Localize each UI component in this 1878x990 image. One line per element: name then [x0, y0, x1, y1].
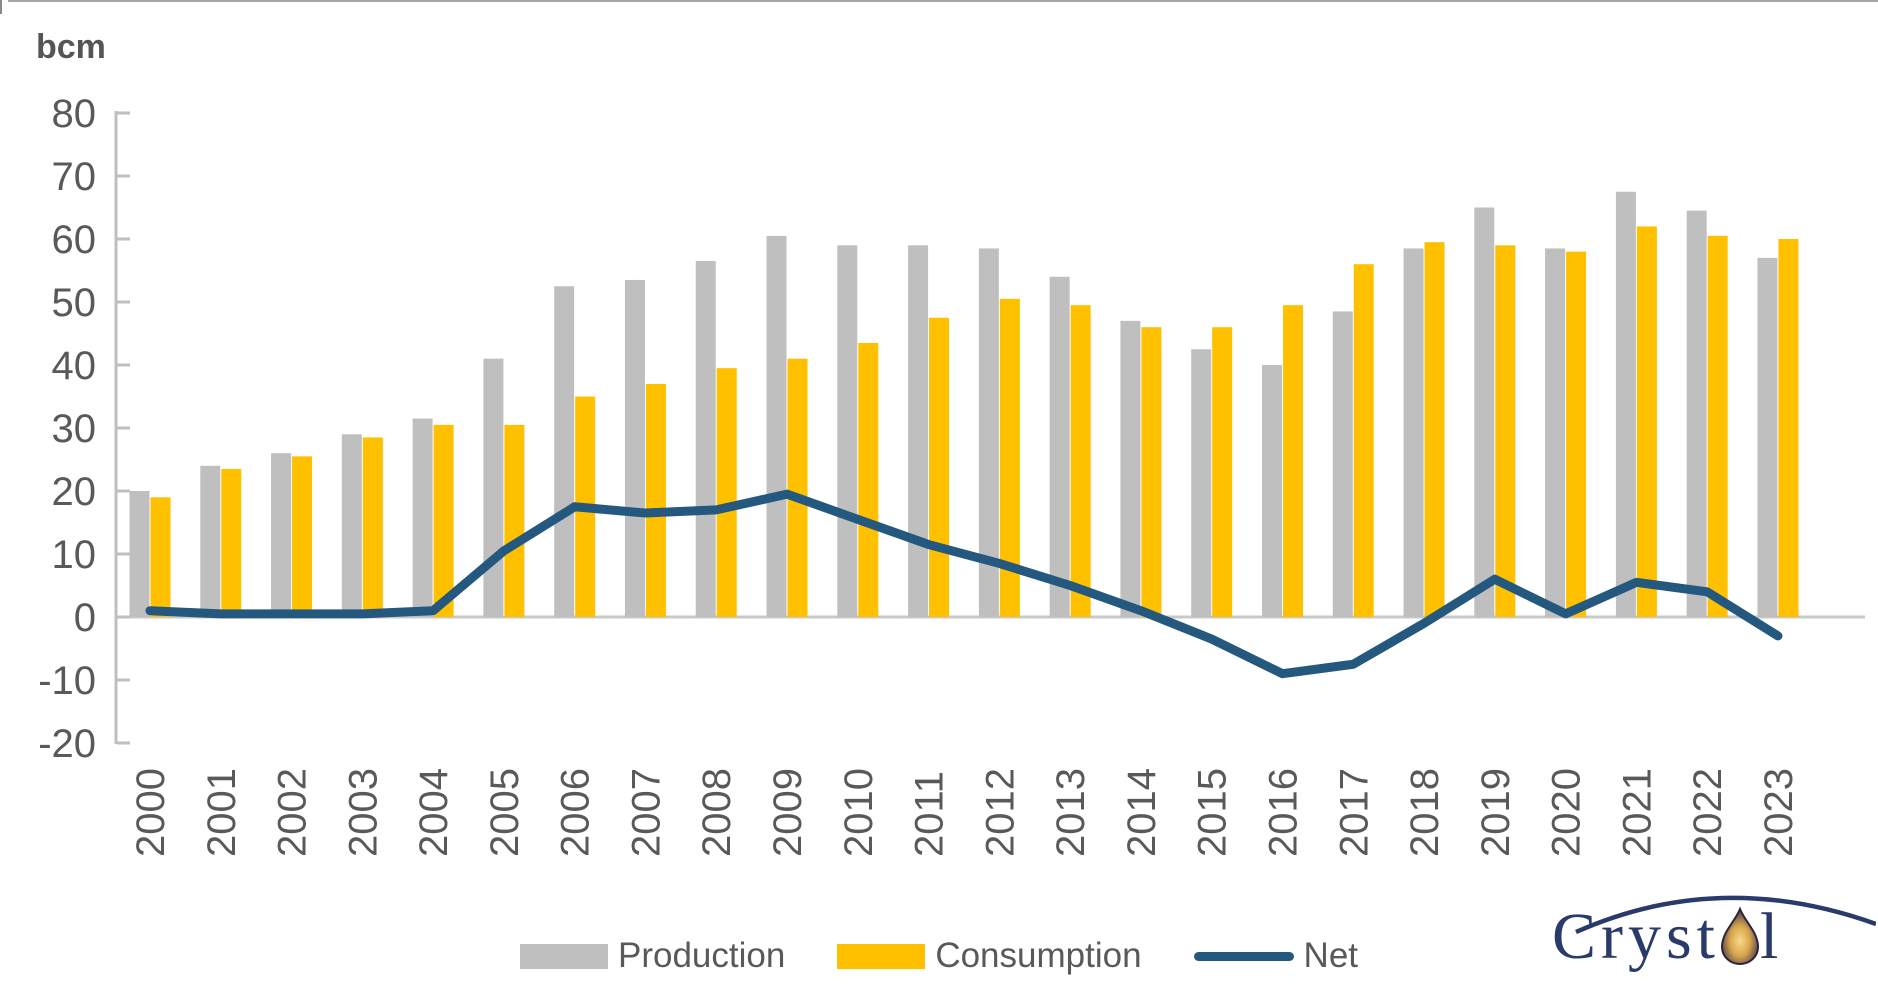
svg-text:0: 0 [74, 596, 96, 640]
svg-text:2007: 2007 [624, 768, 668, 857]
logo-text-before: Cryst [1552, 900, 1721, 973]
svg-text:2014: 2014 [1120, 768, 1164, 857]
svg-text:2017: 2017 [1332, 768, 1376, 857]
svg-text:2012: 2012 [978, 768, 1022, 857]
svg-text:20: 20 [52, 470, 97, 514]
svg-text:2016: 2016 [1261, 768, 1305, 857]
legend-item-production: Production [519, 936, 786, 976]
svg-text:30: 30 [52, 407, 97, 451]
svg-text:2015: 2015 [1191, 768, 1235, 857]
legend-label-consumption: Consumption [935, 936, 1142, 975]
logo-text: Cryst l [1552, 896, 1783, 975]
svg-text:2005: 2005 [483, 768, 527, 857]
svg-text:2023: 2023 [1757, 768, 1801, 857]
legend-label-net: Net [1303, 936, 1359, 975]
consumption-swatch-icon [837, 943, 926, 969]
svg-text:2001: 2001 [200, 768, 244, 857]
svg-text:50: 50 [52, 281, 97, 325]
y-axis-unit-label: bcm [36, 28, 106, 66]
logo-text-after: l [1760, 900, 1784, 973]
svg-text:2002: 2002 [271, 768, 315, 857]
svg-text:2003: 2003 [341, 768, 385, 857]
svg-text:70: 70 [52, 155, 97, 199]
svg-text:40: 40 [52, 344, 97, 388]
legend-label-production: Production [617, 936, 786, 975]
oil-droplet-icon [1721, 906, 1760, 965]
svg-text:2004: 2004 [412, 768, 456, 857]
svg-text:2022: 2022 [1686, 768, 1730, 857]
svg-text:2008: 2008 [695, 768, 739, 857]
svg-text:-10: -10 [38, 659, 96, 703]
svg-text:2019: 2019 [1474, 768, 1518, 857]
svg-text:2013: 2013 [1049, 768, 1093, 857]
production-swatch-icon [519, 943, 608, 969]
logo-swoosh-arc-icon [1575, 895, 1876, 935]
legend-item-net: Net [1193, 936, 1359, 976]
crystol-logo: Cryst l [1540, 866, 1876, 988]
svg-text:2000: 2000 [129, 768, 173, 857]
svg-text:2018: 2018 [1403, 768, 1447, 857]
legend: Production Consumption Net [0, 936, 1878, 976]
legend-item-consumption: Consumption [837, 936, 1142, 976]
svg-text:2021: 2021 [1615, 768, 1659, 857]
svg-text:2020: 2020 [1545, 768, 1589, 857]
screenshot-top-border [8, 0, 1878, 2]
svg-text:10: 10 [52, 533, 97, 577]
net-line-swatch-icon [1193, 951, 1294, 961]
svg-text:2010: 2010 [837, 768, 881, 857]
svg-text:2011: 2011 [908, 771, 952, 857]
svg-text:2009: 2009 [766, 768, 810, 857]
screenshot-left-border [0, 0, 2, 14]
svg-text:60: 60 [52, 218, 97, 262]
svg-text:2006: 2006 [554, 768, 598, 857]
svg-text:-20: -20 [38, 722, 96, 766]
svg-text:80: 80 [52, 92, 97, 136]
